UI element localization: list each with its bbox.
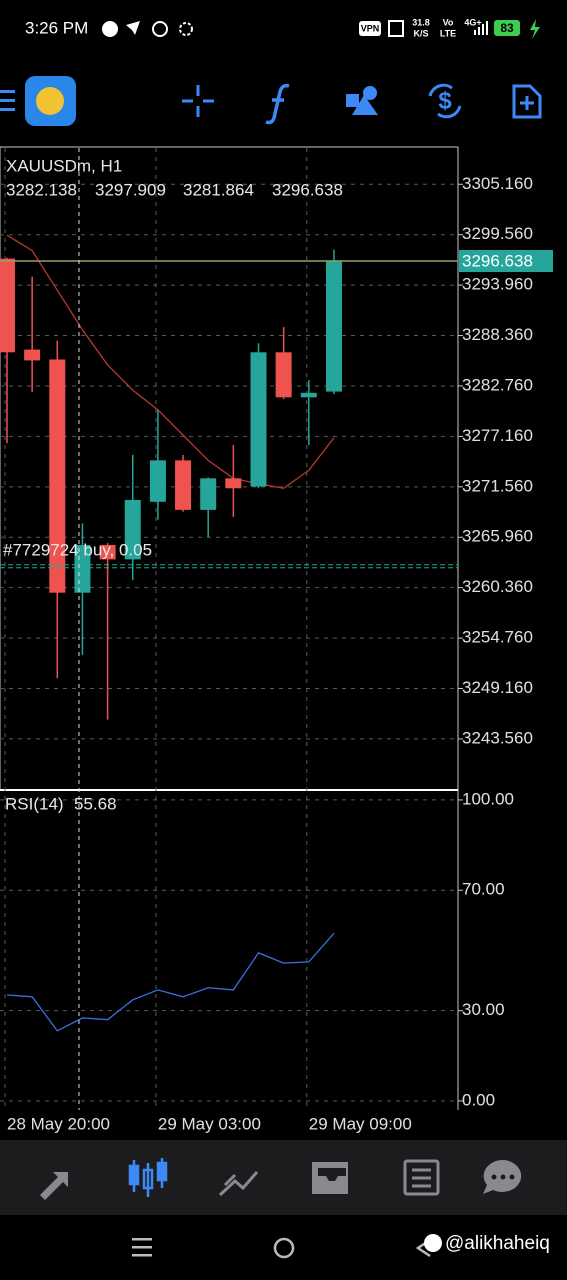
battery-level: 83	[500, 21, 514, 35]
y-tick-label: 3299.560	[462, 224, 533, 243]
y-tick-label: 0.00	[462, 1090, 495, 1109]
speed: 31.8	[412, 17, 430, 27]
candle-body	[250, 352, 267, 487]
candle-body	[225, 478, 242, 489]
y-tick-label: 3288.360	[462, 325, 533, 344]
menu-button[interactable]	[0, 90, 15, 111]
rsi-title: RSI(14)	[5, 794, 64, 813]
watermark-icon	[424, 1234, 442, 1252]
ohlc-open: 3282.138	[6, 180, 77, 199]
price-panel-frame	[0, 146, 459, 791]
candle-body	[0, 258, 15, 353]
x-tick-label: 29 May 03:00	[158, 1114, 261, 1133]
y-tick-label: 3243.560	[462, 728, 533, 747]
battery	[494, 20, 520, 36]
history-tab[interactable]	[312, 1162, 348, 1194]
watermark: @alikhaheiq	[445, 1233, 550, 1254]
app-logo-mark	[36, 87, 64, 115]
indicators-button[interactable]	[265, 83, 290, 125]
status-time: 3:26 PM	[25, 18, 88, 37]
x-tick-label: 28 May 20:00	[7, 1114, 110, 1133]
candle-body	[175, 460, 192, 510]
candle-body	[275, 352, 292, 398]
news-tab[interactable]	[403, 1159, 440, 1196]
vpn-label: VPN	[361, 23, 380, 33]
current-price-box	[459, 250, 553, 273]
price-chart-title: XAUUSDm, H1	[6, 156, 122, 175]
candle-body	[99, 544, 116, 560]
candle-body	[300, 392, 317, 398]
charging-icon	[530, 19, 540, 39]
messages-tab[interactable]	[483, 1159, 522, 1194]
y-tick-label: 3277.160	[462, 426, 533, 445]
candle-body	[200, 478, 217, 510]
current-price-label: 3296.638	[462, 251, 533, 270]
y-tick-label: 3260.360	[462, 577, 533, 596]
candle-body	[74, 544, 91, 593]
ohlc-low: 3281.864	[183, 180, 254, 199]
candle-body	[124, 499, 141, 560]
volte-bottom: LTE	[440, 28, 456, 38]
candle-body	[24, 349, 41, 361]
y-tick-label: 3305.160	[462, 174, 533, 193]
y-tick-label: 70.00	[462, 880, 505, 899]
vpn-badge	[359, 21, 381, 36]
y-tick-label: 3282.760	[462, 375, 533, 394]
dollar-glyph: $	[438, 87, 452, 114]
new-order-button[interactable]	[512, 84, 542, 119]
crosshair-button[interactable]	[182, 85, 214, 117]
trade-tab[interactable]	[218, 1171, 259, 1197]
candle-body	[149, 460, 166, 502]
bottom-nav	[0, 1140, 567, 1215]
ohlc-high: 3297.909	[95, 180, 166, 199]
rsi-current-value: 55.68	[74, 794, 117, 813]
toolbar: $	[0, 76, 542, 126]
system-home[interactable]	[273, 1237, 295, 1259]
nfc-icon	[388, 20, 404, 37]
chart-layer: 3305.160 3299.560 3293.960 3288.360 3282.760…	[0, 148, 553, 1133]
y-tick-label: 3265.960	[462, 527, 533, 546]
candle-body	[49, 359, 66, 593]
speed-unit: K/S	[413, 28, 428, 38]
quotes-tab[interactable]	[40, 1172, 68, 1200]
chart-tab[interactable]	[128, 1158, 168, 1197]
objects-button[interactable]	[346, 86, 378, 115]
y-tick-label: 3271.560	[462, 476, 533, 495]
y-tick-label: 3293.960	[462, 275, 533, 294]
trade-button[interactable]: $	[428, 83, 462, 119]
network: 4G+	[464, 17, 481, 27]
y-tick-label: 3254.760	[462, 628, 533, 647]
rsi-line	[6, 932, 335, 1032]
ohlc-close: 3296.638	[272, 180, 343, 199]
volte-top: Vo	[443, 17, 454, 27]
y-tick-label: 100.00	[462, 789, 514, 808]
candle-body	[325, 261, 342, 392]
system-recents[interactable]	[132, 1238, 152, 1257]
signal-bars	[474, 21, 488, 35]
y-tick-label: 3249.160	[462, 678, 533, 697]
x-tick-label: 29 May 09:00	[309, 1114, 412, 1133]
order-label: #7729724 buy, 0.05	[3, 540, 152, 559]
status-icons	[102, 21, 193, 37]
y-tick-label: 30.00	[462, 1000, 505, 1019]
moving-average	[6, 234, 335, 489]
